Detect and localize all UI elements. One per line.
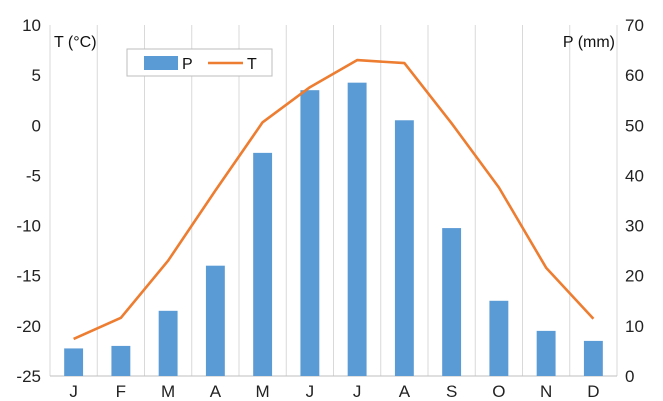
precipitation-bars (64, 82, 603, 377)
x-tick-label: J (306, 382, 315, 401)
x-tick-label: D (587, 382, 599, 401)
right-tick-label: 10 (625, 317, 644, 336)
x-tick-label: M (161, 382, 175, 401)
right-axis-title: P (mm) (563, 34, 615, 51)
x-tick-label: A (399, 382, 411, 401)
x-tick-label: S (446, 382, 457, 401)
right-tick-label: 0 (625, 367, 634, 386)
bar-8 (394, 120, 414, 377)
right-tick-label: 30 (625, 217, 644, 236)
x-tick-label: J (353, 382, 362, 401)
legend-label-t: T (247, 56, 257, 73)
x-tick-label: J (69, 382, 78, 401)
left-tick-label: -25 (16, 367, 41, 386)
temperature-line (73, 58, 595, 341)
bar-3 (158, 310, 178, 376)
left-tick-label: -20 (16, 317, 41, 336)
bar-2 (111, 345, 131, 376)
right-tick-label: 40 (625, 166, 644, 185)
legend-bar-swatch (144, 56, 178, 70)
bar-12 (583, 340, 603, 376)
left-axis-title: T (°C) (54, 34, 97, 51)
x-tick-label: F (116, 382, 126, 401)
x-tick-label: N (540, 382, 552, 401)
x-tick-label: M (256, 382, 270, 401)
right-tick-label: 60 (625, 66, 644, 85)
bar-9 (442, 228, 462, 376)
right-axis-ticks: 70 60 50 40 30 20 10 0 (625, 16, 644, 386)
left-tick-label: 0 (32, 116, 41, 135)
bar-10 (489, 300, 509, 376)
x-tick-label: O (492, 382, 505, 401)
bar-11 (536, 330, 556, 376)
left-tick-label: -5 (26, 166, 41, 185)
bar-1 (64, 348, 84, 376)
right-tick-label: 20 (625, 267, 644, 286)
left-tick-label: 10 (22, 16, 41, 35)
left-tick-label: 5 (32, 66, 41, 85)
bar-5 (253, 152, 273, 376)
right-tick-label: 50 (625, 116, 644, 135)
bar-6 (300, 90, 320, 376)
x-tick-label: A (210, 382, 222, 401)
bar-7 (347, 82, 367, 377)
left-axis-ticks: 10 5 0 -5 -10 -15 -20 -25 (16, 16, 41, 386)
bar-4 (205, 265, 225, 376)
right-tick-label: 70 (625, 16, 644, 35)
left-tick-label: -10 (16, 217, 41, 236)
left-tick-label: -15 (16, 267, 41, 286)
grid-lines (49, 25, 618, 377)
legend-label-p: P (182, 56, 193, 73)
legend: P T (126, 48, 273, 77)
